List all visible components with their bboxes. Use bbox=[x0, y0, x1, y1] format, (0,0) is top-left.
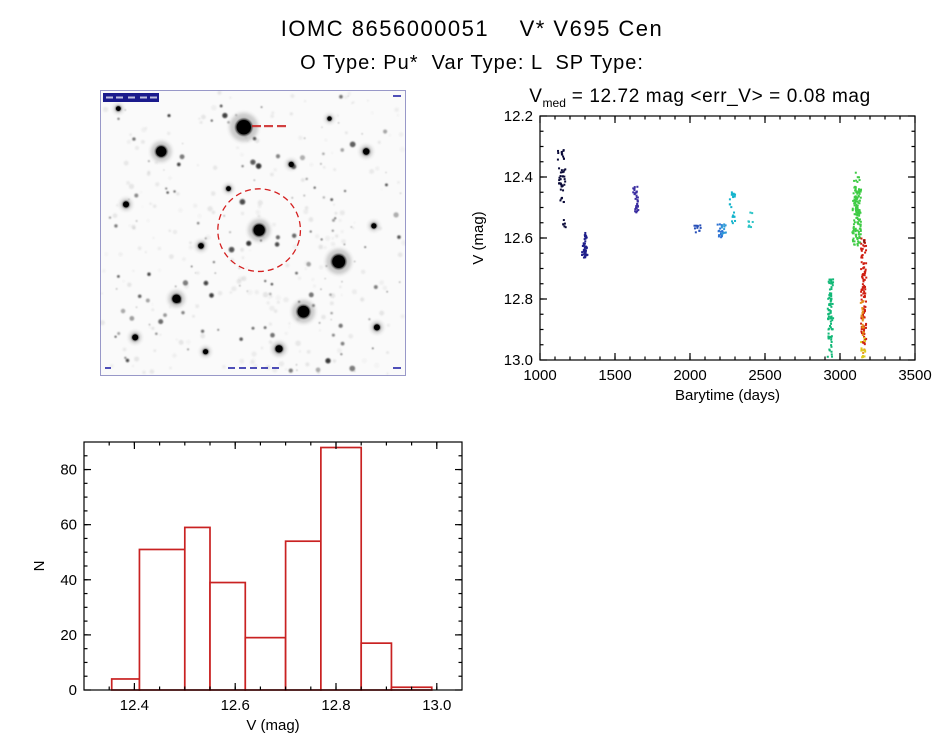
lc-y-tick-label: 12.6 bbox=[504, 230, 533, 247]
lc-x-tick-label: 3500 bbox=[898, 367, 931, 384]
vmed-value-text: = 12.72 mag <err_V> = 0.08 mag bbox=[565, 86, 871, 107]
vmed-subscript: med bbox=[542, 95, 566, 110]
lc-x-tick-label: 2500 bbox=[748, 367, 781, 384]
field-star bbox=[371, 223, 377, 229]
hist-x-tick-label: 12.4 bbox=[120, 697, 149, 714]
page-subtitle: O Type: Pu* Var Type: L SP Type: bbox=[300, 52, 644, 74]
lc-y-tick-label: 13.0 bbox=[504, 352, 533, 369]
field-star bbox=[288, 161, 294, 167]
lightcurve-title: Vmed = 12.72 mag <err_V> = 0.08 mag bbox=[462, 86, 938, 110]
lc-cluster bbox=[860, 237, 868, 346]
page-title: IOMC 8656000051 V* V695 Cen bbox=[280, 16, 664, 41]
survey-label-strip bbox=[103, 93, 159, 102]
hist-y-axis-title: N bbox=[31, 561, 48, 572]
hist-bar bbox=[320, 446, 363, 691]
vmed-symbol: V bbox=[529, 86, 543, 107]
field-star bbox=[236, 119, 252, 135]
lc-x-tick-label: 2000 bbox=[673, 367, 706, 384]
target-star bbox=[253, 224, 265, 236]
lc-cluster bbox=[859, 300, 866, 354]
lc-x-tick-label: 1000 bbox=[523, 367, 556, 384]
field-star bbox=[198, 243, 204, 249]
lc-cluster bbox=[728, 191, 737, 209]
hist-bar bbox=[110, 678, 141, 691]
field-star bbox=[373, 324, 380, 331]
lc-cluster bbox=[632, 185, 639, 197]
lc-cluster bbox=[731, 211, 737, 225]
hist-x-tick-label: 12.6 bbox=[221, 697, 250, 714]
field-star bbox=[132, 334, 139, 341]
hist-bar bbox=[183, 526, 211, 691]
lc-cluster bbox=[556, 149, 565, 161]
field-star bbox=[172, 294, 181, 303]
finder-field-stars bbox=[108, 94, 402, 373]
field-star bbox=[275, 345, 283, 353]
lc-x-tick-label: 3000 bbox=[823, 367, 856, 384]
hist-x-tick-label: 13.0 bbox=[422, 697, 451, 714]
histogram-plot: 12.4 12.6 12.8 13.0 0 20 40 60 80 V (mag) N bbox=[31, 441, 463, 734]
lc-axes bbox=[539, 115, 916, 361]
field-star bbox=[327, 116, 332, 121]
hist-x-tick-label: 12.8 bbox=[321, 697, 350, 714]
field-star bbox=[297, 305, 310, 318]
hist-x-axis-title: V (mag) bbox=[246, 717, 299, 734]
hist-bar bbox=[244, 636, 287, 691]
field-star bbox=[156, 146, 167, 157]
target-red-annotation bbox=[252, 125, 286, 128]
lc-cluster bbox=[581, 231, 589, 259]
lc-cluster bbox=[634, 196, 640, 214]
hist-axes bbox=[83, 441, 463, 691]
lc-cluster bbox=[747, 211, 754, 229]
lc-cluster bbox=[720, 223, 727, 236]
field-star bbox=[123, 201, 130, 208]
field-star bbox=[226, 186, 231, 192]
lc-y-tick-label: 12.4 bbox=[504, 169, 533, 186]
finder-chart-svg bbox=[100, 90, 406, 376]
lc-cluster bbox=[863, 239, 866, 244]
lc-y-tick-label: 12.8 bbox=[504, 291, 533, 308]
lc-cluster bbox=[559, 196, 565, 204]
lc-cluster bbox=[860, 336, 867, 359]
lc-data-points bbox=[556, 149, 868, 359]
lc-cluster bbox=[851, 188, 863, 247]
finder-chart bbox=[100, 90, 406, 376]
hist-y-tick-label: 80 bbox=[60, 462, 77, 479]
lc-y-tick-label: 12.2 bbox=[504, 108, 533, 125]
lc-cluster bbox=[693, 224, 702, 234]
field-star bbox=[332, 255, 346, 268]
lc-x-axis-title: Barytime (days) bbox=[675, 387, 780, 404]
lc-x-tick-label: 1500 bbox=[598, 367, 631, 384]
plate-annotations bbox=[105, 95, 401, 369]
target-circle bbox=[217, 188, 302, 273]
lc-cluster bbox=[562, 219, 567, 229]
lightcurve-plot: 1000 1500 2000 2500 3000 3500 12.2 12.4 12.6 12.8… bbox=[470, 108, 932, 404]
hist-bars bbox=[110, 446, 433, 691]
lc-cluster bbox=[558, 167, 567, 192]
hist-bar bbox=[284, 540, 322, 691]
hist-y-tick-label: 20 bbox=[60, 627, 77, 644]
hist-bar bbox=[138, 548, 186, 691]
lc-tick-labels: 1000 1500 2000 2500 3000 3500 12.2 12.4 12.6 12.8… bbox=[470, 108, 932, 404]
finder-bright-stars bbox=[113, 103, 383, 357]
field-star bbox=[363, 148, 370, 155]
hist-bar bbox=[360, 642, 393, 691]
hist-tick-labels: 12.4 12.6 12.8 13.0 0 20 40 60 80 V (mag) N bbox=[31, 462, 451, 734]
hist-y-tick-label: 0 bbox=[69, 682, 77, 699]
finder-plate-texture bbox=[100, 90, 406, 375]
hist-y-tick-label: 40 bbox=[60, 572, 77, 589]
lc-y-axis-title: V (mag) bbox=[470, 211, 487, 264]
hist-y-tick-label: 60 bbox=[60, 517, 77, 534]
field-star bbox=[202, 349, 209, 355]
lc-cluster bbox=[826, 278, 835, 358]
field-star bbox=[115, 106, 121, 111]
hist-bar bbox=[209, 581, 247, 691]
